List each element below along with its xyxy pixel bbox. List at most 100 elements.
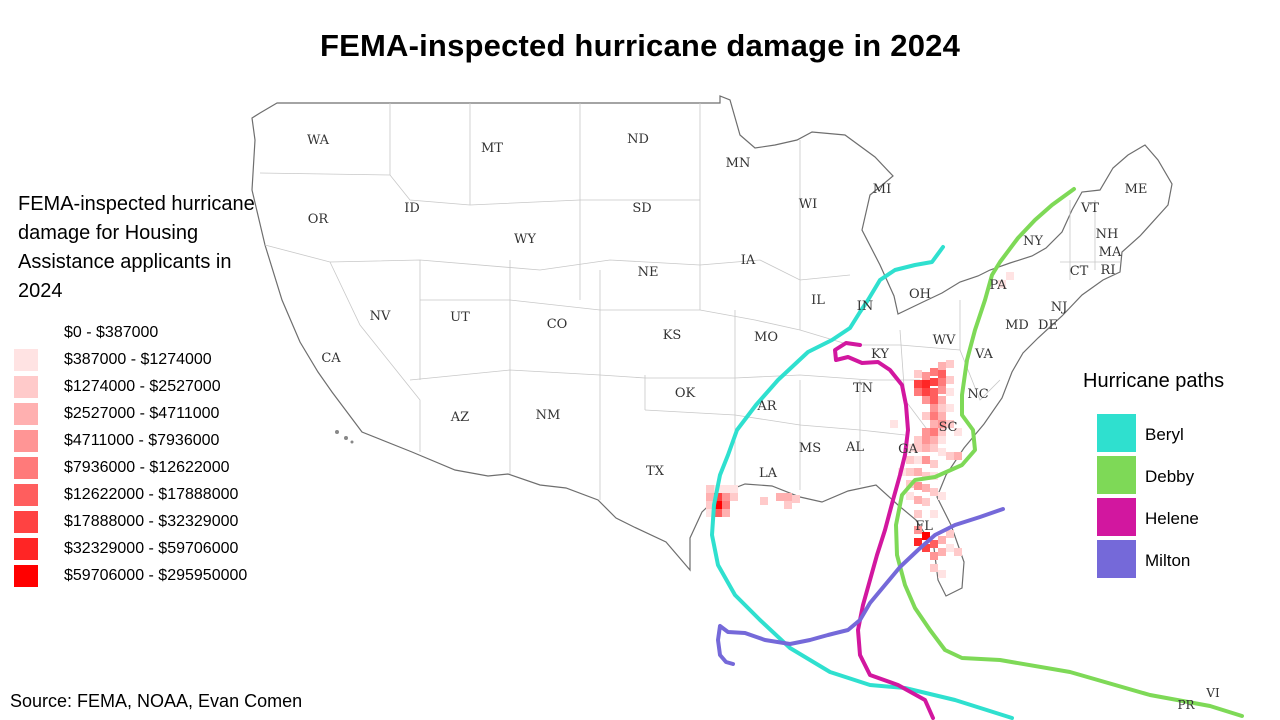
damage-cell <box>922 484 930 492</box>
legend-swatch <box>14 511 38 533</box>
state-label: GA <box>898 442 918 457</box>
state-label: DE <box>1038 318 1058 333</box>
damage-cell <box>914 388 922 396</box>
damage-cell <box>938 536 946 544</box>
damage-legend-title: FEMA-inspected hurricane damage for Hous… <box>18 193 255 302</box>
damage-cell <box>946 404 954 412</box>
legend-label: $59706000 - $295950000 <box>64 567 248 584</box>
damage-cell <box>914 436 922 444</box>
damage-cell <box>946 388 954 396</box>
damage-cell <box>906 492 914 500</box>
state-label: LA <box>759 466 778 481</box>
damage-cell <box>938 404 946 412</box>
damage-cell <box>938 362 946 370</box>
damage-cell <box>938 428 946 436</box>
milton-path <box>716 507 1005 666</box>
legend-label: $17888000 - $32329000 <box>64 513 239 530</box>
damage-cells <box>706 272 1014 578</box>
damage-cell <box>930 510 938 518</box>
damage-cell <box>930 412 938 420</box>
damage-cell <box>760 497 768 505</box>
legend-label: $4711000 - $7936000 <box>64 432 220 449</box>
damage-cell <box>922 532 930 540</box>
damage-cell <box>946 376 954 384</box>
damage-cell <box>922 412 930 420</box>
damage-cell <box>938 412 946 420</box>
damage-cell <box>922 388 930 396</box>
state-label: TN <box>853 381 873 396</box>
state-label: WA <box>307 133 330 148</box>
damage-cell <box>722 509 730 517</box>
state-label: NV <box>370 309 391 324</box>
path-label: Helene <box>1145 509 1199 528</box>
state-label: TX <box>646 464 665 479</box>
state-label: ID <box>404 201 420 216</box>
state-label: MI <box>873 182 891 197</box>
damage-cell <box>706 493 714 501</box>
state-label: MN <box>726 156 751 171</box>
path-label: Debby <box>1145 467 1195 486</box>
damage-cell <box>922 380 930 388</box>
damage-cell <box>930 460 938 468</box>
damage-cell <box>914 380 922 388</box>
damage-cell <box>938 492 946 500</box>
state-label: AL <box>845 440 864 455</box>
damage-cell <box>784 493 792 501</box>
damage-cell <box>922 436 930 444</box>
state-label: NM <box>536 408 561 423</box>
legend-label: $12622000 - $17888000 <box>64 486 239 503</box>
state-label: CT <box>1070 264 1089 279</box>
damage-cell <box>930 388 938 396</box>
damage-cell <box>722 501 730 509</box>
damage-cell <box>938 378 946 386</box>
legend-label: $7936000 - $12622000 <box>64 459 230 476</box>
damage-cell <box>914 370 922 378</box>
damage-cell <box>922 396 930 404</box>
damage-cell <box>914 444 922 452</box>
beryl-path <box>710 245 1014 720</box>
damage-cell <box>930 420 938 428</box>
damage-cell <box>922 456 930 464</box>
state-borders <box>259 103 1120 500</box>
damage-cell <box>946 420 954 428</box>
damage-cell <box>914 496 922 504</box>
damage-cell <box>922 372 930 380</box>
damage-cell <box>930 436 938 444</box>
damage-cell <box>938 448 946 456</box>
damage-cell <box>714 501 722 509</box>
damage-cell <box>938 436 946 444</box>
damage-cell <box>722 485 730 493</box>
damage-cell <box>714 493 722 501</box>
damage-cell <box>930 396 938 404</box>
state-label: ME <box>1125 182 1148 197</box>
damage-cell <box>946 544 954 552</box>
state-label: AR <box>756 399 777 414</box>
state-label: VT <box>1080 201 1099 216</box>
damage-cell <box>946 530 954 538</box>
damage-cell <box>914 526 922 534</box>
damage-cell <box>776 493 784 501</box>
path-swatch <box>1097 414 1136 452</box>
legend-swatch <box>14 484 38 506</box>
damage-cell <box>730 485 738 493</box>
state-label: UT <box>450 310 470 325</box>
damage-cell <box>930 444 938 452</box>
state-label: FL <box>915 519 933 534</box>
legend-swatch <box>14 376 38 398</box>
us-outline <box>251 95 1173 597</box>
legend-swatch <box>14 403 38 425</box>
damage-cell <box>930 428 938 436</box>
legend-label: $387000 - $1274000 <box>64 351 212 368</box>
damage-cell <box>914 468 922 476</box>
legend-swatch <box>14 430 38 452</box>
legend-label: $32329000 - $59706000 <box>64 540 239 557</box>
damage-cell <box>938 396 946 404</box>
hurricane-paths <box>710 187 1244 720</box>
state-label: IA <box>741 253 756 268</box>
damage-cell <box>914 482 922 490</box>
territory-label: VI <box>1205 686 1220 700</box>
state-label: MD <box>1005 318 1029 333</box>
damage-cell <box>938 370 946 378</box>
damage-cell <box>922 472 930 480</box>
